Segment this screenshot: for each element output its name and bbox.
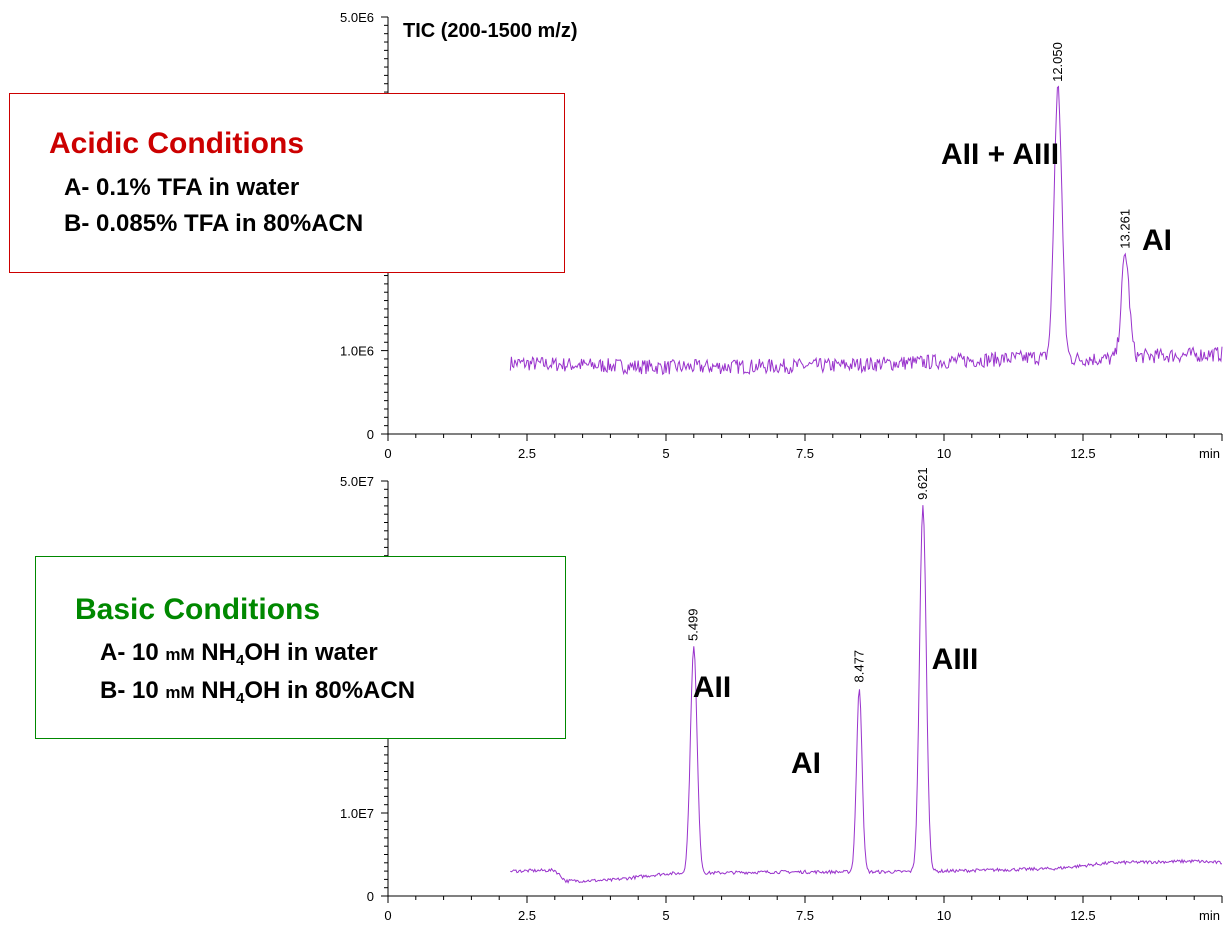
peak-rt-label: 9.621 <box>915 467 930 500</box>
x-tick-label: 12.5 <box>1070 446 1095 461</box>
basic-conditions-title: Basic Conditions <box>75 593 321 626</box>
peak-name-label: AIII <box>932 643 979 676</box>
peak-rt-label: 5.499 <box>686 608 701 641</box>
y-tick-label: 1.0E7 <box>340 806 374 821</box>
x-tick-label: 10 <box>937 446 951 461</box>
acidic-conditions-box: Acidic Conditions A- 0.1% TFA in water B… <box>9 93 565 273</box>
basic-conditions-box: Basic Conditions A- 10 mM NH4OH in water… <box>35 556 566 739</box>
x-tick-label: 12.5 <box>1070 908 1095 923</box>
tic-trace-line <box>509 85 1223 376</box>
acidic-chromatogram-panel: 0 1.0E6 5.0E6 0 2.5 5 7.5 10 12.5 min TIC (200-150… <box>340 10 1223 461</box>
peak-rt-label: 8.477 <box>851 650 866 683</box>
basic-solvent-a: A- 10 mM NH4OH in water <box>100 639 378 669</box>
x-tick-label: 0 <box>384 446 391 461</box>
basic-solvent-b: B- 10 mM NH4OH in 80%ACN <box>100 677 416 707</box>
x-tick-label: 0 <box>384 908 391 923</box>
x-tick-label: 2.5 <box>518 908 536 923</box>
x-tick-label: 7.5 <box>796 446 814 461</box>
peak-name-label: AII <box>693 671 731 704</box>
x-unit-label: min <box>1199 446 1220 461</box>
y-tick-label: 5.0E6 <box>340 10 374 25</box>
x-tick-label: 5 <box>662 446 669 461</box>
y-tick-label: 0 <box>367 427 374 442</box>
y-tick-label: 5.0E7 <box>340 474 374 489</box>
peak-name-label: AI <box>791 747 821 780</box>
y-tick-label: 0 <box>367 889 374 904</box>
acidic-conditions-title: Acidic Conditions <box>49 127 304 160</box>
x-tick-label: 7.5 <box>796 908 814 923</box>
peak-rt-label: 13.261 <box>1117 209 1132 249</box>
x-tick-label: 10 <box>937 908 951 923</box>
acidic-solvent-b: B- 0.085% TFA in 80%ACN <box>64 210 364 237</box>
acidic-solvent-a: A- 0.1% TFA in water <box>64 174 300 201</box>
chart-title: TIC (200-1500 m/z) <box>403 20 578 42</box>
peak-name-label: AII + AIII <box>941 138 1059 171</box>
y-tick-label: 1.0E6 <box>340 344 374 359</box>
x-tick-label: 5 <box>662 908 669 923</box>
x-unit-label: min <box>1199 908 1220 923</box>
x-tick-label: 2.5 <box>518 446 536 461</box>
tic-trace-line <box>510 505 1223 884</box>
peak-name-label: AI <box>1142 224 1172 257</box>
peak-rt-label: 12.050 <box>1050 42 1065 82</box>
